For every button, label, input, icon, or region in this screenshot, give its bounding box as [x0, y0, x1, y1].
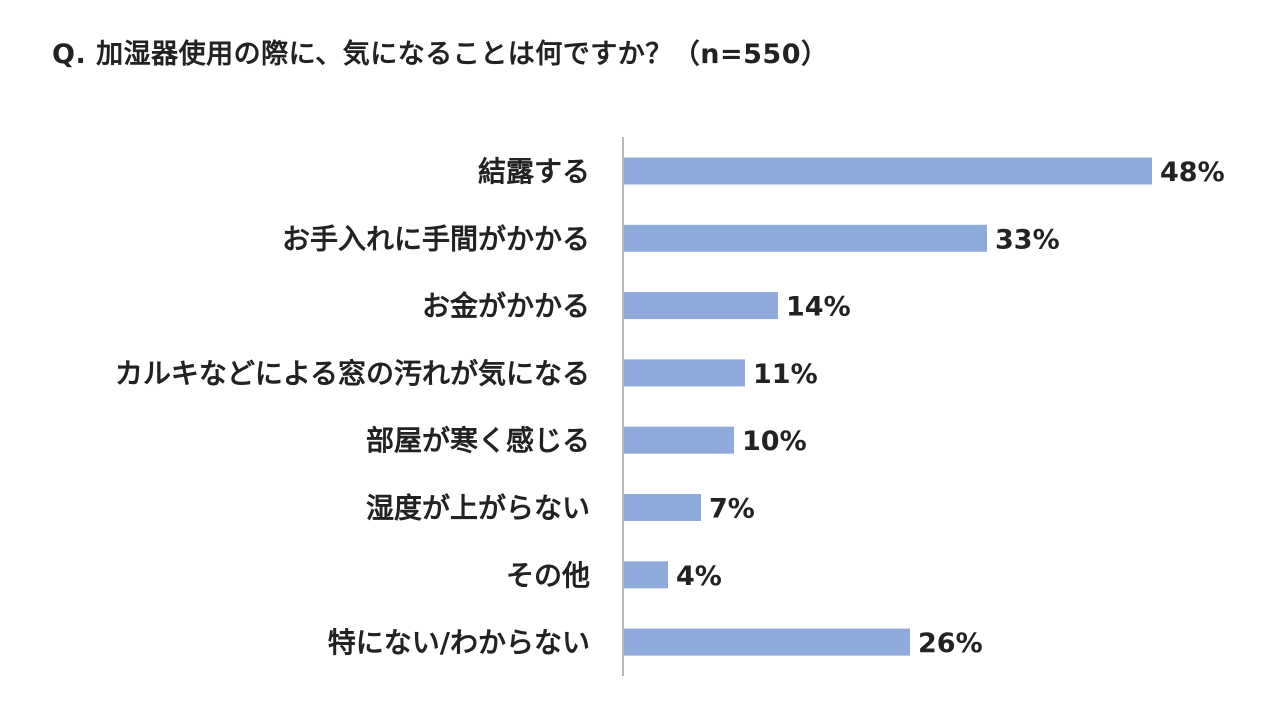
category-label: お手入れに手間がかかる: [282, 222, 590, 255]
category-label: 特にない/わからない: [328, 626, 590, 659]
value-label: 33%: [995, 224, 1060, 255]
category-label: お金がかかる: [422, 290, 590, 323]
bar: [624, 292, 778, 320]
value-label: 14%: [786, 292, 851, 323]
bar: [624, 628, 910, 656]
bar: [624, 224, 987, 252]
bar: [624, 426, 734, 454]
category-label: 湿度が上がらない: [366, 492, 590, 525]
category-label: 結露する: [478, 155, 590, 188]
value-label: 7%: [709, 494, 755, 525]
value-label: 4%: [676, 561, 722, 592]
bar: [624, 494, 701, 521]
bar: [624, 157, 1152, 185]
category-label: カルキなどによる窓の汚れが気になる: [115, 357, 590, 390]
value-label: 26%: [918, 628, 983, 659]
value-label: 10%: [742, 426, 807, 457]
value-label: 48%: [1160, 157, 1225, 188]
category-label: 部屋が寒く感じる: [366, 424, 590, 457]
bar: [624, 359, 745, 387]
category-label: その他: [506, 559, 590, 592]
bar: [624, 561, 668, 589]
value-label: 11%: [753, 359, 818, 390]
chart-title: Q. 加湿器使用の際に、気になることは何ですか？（n=550）: [52, 39, 829, 70]
